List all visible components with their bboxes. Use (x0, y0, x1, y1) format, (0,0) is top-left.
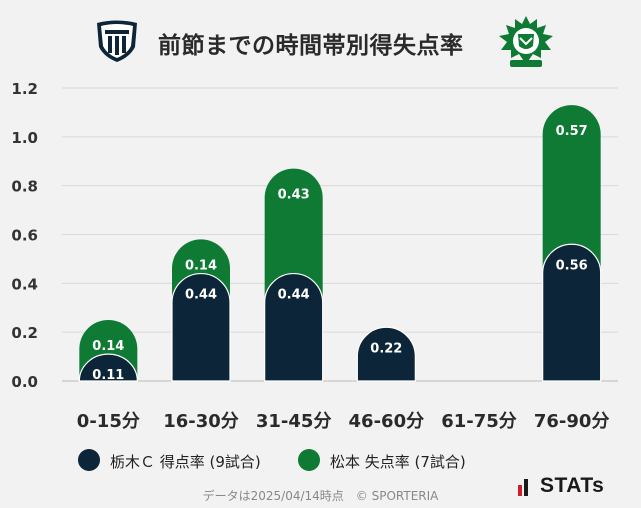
legend-swatch-matsumoto (298, 449, 320, 471)
x-tick-label: 61-75分 (441, 411, 517, 432)
chart-title: 前節までの時間帯別得失点率 (158, 33, 464, 59)
y-tick-label: 0.0 (11, 373, 38, 391)
data-label-tochigi: 0.56 (556, 258, 588, 273)
bar-tochigi (264, 273, 324, 382)
legend-label-tochigi: 栃木Ｃ 得点率 (9試合) (110, 453, 261, 471)
y-tick-label: 0.6 (11, 227, 38, 245)
x-tick-label: 16-30分 (163, 411, 239, 432)
data-label-tochigi: 0.44 (185, 288, 217, 303)
data-label-matsumoto: 0.57 (556, 124, 588, 139)
x-tick-label: 46-60分 (349, 411, 425, 432)
legend-label-matsumoto: 松本 失点率 (7試合) (330, 453, 466, 471)
data-label-tochigi: 0.11 (92, 368, 124, 383)
chart-header: 前節までの時間帯別得失点率 (0, 0, 641, 80)
tochigi-crest-icon (97, 20, 137, 62)
bar-tochigi (356, 326, 416, 382)
bar-tochigi (542, 243, 602, 382)
y-tick-label: 1.0 (11, 129, 38, 147)
bar-tochigi (78, 353, 138, 382)
data-label-tochigi: 0.44 (278, 288, 310, 303)
x-tick-label: 0-15分 (77, 411, 140, 432)
y-tick-label: 0.4 (11, 275, 38, 293)
matsumoto-crest-icon (499, 16, 553, 67)
data-label-matsumoto: 0.14 (185, 258, 217, 273)
data-label-matsumoto: 0.43 (278, 188, 310, 203)
stats-bars-icon (518, 479, 528, 496)
y-tick-label: 1.2 (11, 80, 38, 98)
stats-brand-text: STATs (540, 474, 605, 497)
bar-chart: 0.0 0.2 0.4 0.6 0.8 1.0 1.2 0.14 0.11 0-15分 0.14 0.… (11, 80, 618, 432)
y-tick-label: 0.2 (11, 324, 38, 342)
data-label-tochigi: 0.22 (370, 341, 402, 356)
x-tick-label: 31-45分 (256, 411, 332, 432)
y-tick-label: 0.8 (11, 178, 38, 196)
x-tick-label: 76-90分 (534, 411, 610, 432)
legend-swatch-tochigi (78, 449, 100, 471)
data-label-matsumoto: 0.14 (92, 339, 124, 354)
footer-note: データは2025/04/14時点 © SPORTERIA (202, 489, 439, 503)
bar-tochigi (171, 273, 231, 382)
